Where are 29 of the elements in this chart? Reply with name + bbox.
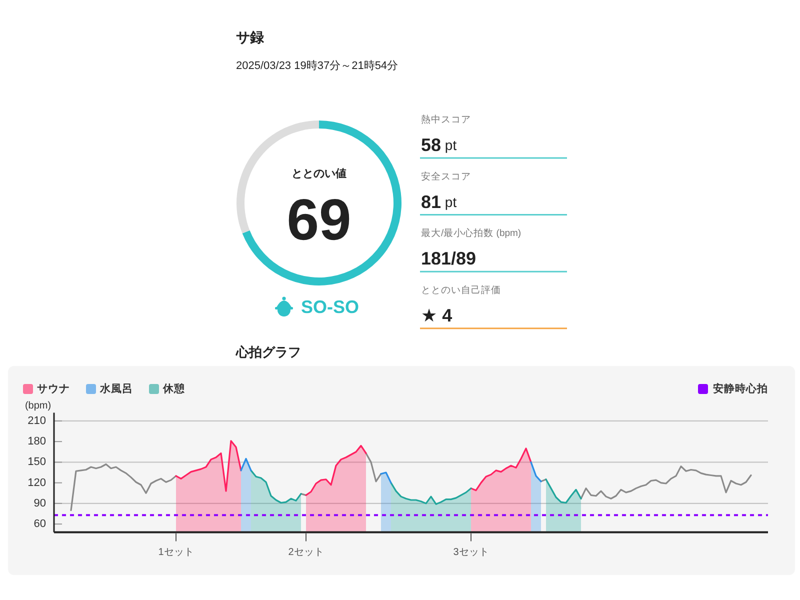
y-tick-label: 150 xyxy=(28,456,46,468)
donut-slice xyxy=(242,120,402,286)
text: 58 pt xyxy=(421,135,457,155)
x-tick-label: 3セット xyxy=(453,546,489,558)
y-axis-title: (bpm) xyxy=(24,400,52,412)
y-tick-label: 60 xyxy=(34,518,46,530)
text: 最大/最小心拍数 (bpm) xyxy=(421,227,522,240)
chart-title: サ録 xyxy=(236,29,265,45)
y-tick-label: 90 xyxy=(34,497,46,510)
chart-title: 心拍グラフ xyxy=(235,344,301,360)
text: ととのい自己評価 xyxy=(421,284,501,296)
chart-subtitle: 2025/03/23 19時37分～21時54分 xyxy=(236,59,398,72)
text: ととのい値 xyxy=(292,167,346,180)
text: 安全スコア xyxy=(421,170,471,182)
data-label: 69 xyxy=(286,188,352,252)
legend-label: サウナ xyxy=(37,383,70,395)
text: 熱中スコア xyxy=(421,114,471,126)
y-tick-label: 210 xyxy=(28,414,46,427)
x-tick-label: 1セット xyxy=(158,546,194,558)
text: ★ 4 xyxy=(421,305,452,326)
legend-label: 安静時心拍 xyxy=(713,382,768,395)
text: 181/89 xyxy=(421,248,476,269)
legend-label: 休憩 xyxy=(162,382,186,395)
x-tick-label: 2セット xyxy=(288,546,324,558)
text: SO-SO xyxy=(301,297,360,317)
y-tick-label: 120 xyxy=(28,476,46,489)
text: 81 pt xyxy=(421,192,457,212)
legend-label: 水風呂 xyxy=(99,382,133,395)
y-tick-label: 180 xyxy=(28,436,46,448)
